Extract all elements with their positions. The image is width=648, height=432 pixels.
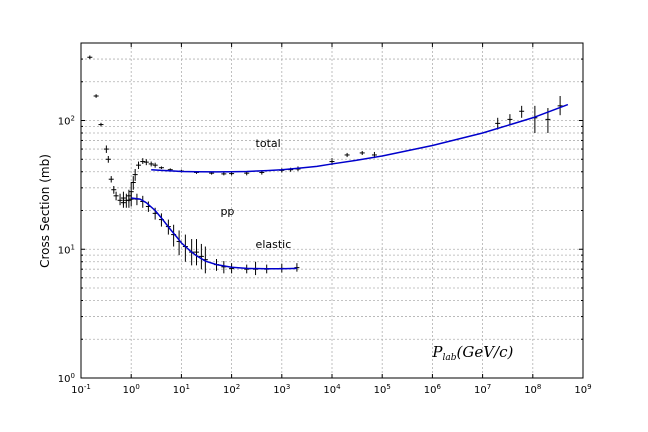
y-tick-label-base: 10 xyxy=(58,245,71,256)
x-tick-label: 107 xyxy=(474,383,491,396)
annotation-label: pp xyxy=(220,205,234,218)
x-tick-label: 102 xyxy=(223,383,240,396)
x-tick-label-base: 10 xyxy=(223,385,236,396)
x-tick-label: 106 xyxy=(424,383,442,396)
x-tick-label-exp: 4 xyxy=(336,383,341,391)
x-tick-label-base: 10 xyxy=(273,385,286,396)
y-tick-label-base: 10 xyxy=(58,374,71,385)
x-tick-label-base: 10 xyxy=(524,385,537,396)
x-tick-label-exp: 2 xyxy=(236,383,240,391)
plot-series xyxy=(87,55,569,276)
x-axis-math-rest: (GeV/c) xyxy=(457,343,514,361)
x-axis-math-base: P xyxy=(431,343,443,361)
x-tick-label-exp: 0 xyxy=(135,383,139,391)
x-tick-label-exp: 1 xyxy=(186,383,190,391)
x-tick-label: 105 xyxy=(374,383,391,396)
x-tick-label-base: 10 xyxy=(374,385,387,396)
x-tick-label-base: 10 xyxy=(173,385,186,396)
fit-line-2 xyxy=(151,103,569,173)
fit-line-3 xyxy=(131,197,297,270)
y-tick-label: 100 xyxy=(58,372,75,385)
x-tick-label: 109 xyxy=(574,383,591,396)
x-tick-label-base: 10 xyxy=(71,385,84,396)
data-series-0 xyxy=(87,55,563,208)
y-tick-label-exp: 2 xyxy=(71,115,75,123)
x-axis-math-label: Plab(GeV/c) xyxy=(431,343,513,363)
x-tick-label-exp: 5 xyxy=(386,383,390,391)
annotations: total pp elastic Plab(GeV/c) xyxy=(220,137,513,363)
x-tick-label: 10-1 xyxy=(71,383,91,396)
x-tick-label-base: 10 xyxy=(574,385,587,396)
x-tick-label: 103 xyxy=(273,383,290,396)
x-tick-label-exp: 3 xyxy=(286,383,290,391)
x-tick-label-exp: 8 xyxy=(537,383,541,391)
x-tick-label-base: 10 xyxy=(474,385,487,396)
x-axis-math-sub: lab xyxy=(442,353,456,363)
x-tick-label-exp: 6 xyxy=(437,383,442,391)
annotation-label: elastic xyxy=(256,238,292,251)
x-tick-label-exp: -1 xyxy=(84,383,91,391)
x-tick-label-exp: 7 xyxy=(487,383,491,391)
y-tick-label-exp: 0 xyxy=(71,372,75,380)
axis-tick-labels: 10-1 100 101 102 103 104 105 106 107 108 109100101… xyxy=(58,115,592,396)
y-tick-label-base: 10 xyxy=(58,117,71,128)
x-tick-label-base: 10 xyxy=(323,385,336,396)
x-tick-label-base: 10 xyxy=(424,385,437,396)
annotation-label: total xyxy=(256,137,281,150)
x-tick-label-base: 10 xyxy=(123,385,136,396)
y-tick-label-exp: 1 xyxy=(71,243,75,251)
x-tick-label: 100 xyxy=(123,383,140,396)
y-tick-label: 101 xyxy=(58,243,75,256)
x-tick-label: 101 xyxy=(173,383,190,396)
y-tick-label: 102 xyxy=(58,115,75,128)
axis-ticks xyxy=(80,42,584,379)
y-axis-title: Cross Section (mb) xyxy=(38,154,52,268)
x-tick-label-exp: 9 xyxy=(587,383,591,391)
x-tick-label: 108 xyxy=(524,383,541,396)
x-tick-label: 104 xyxy=(323,383,341,396)
data-series-1 xyxy=(120,192,300,276)
